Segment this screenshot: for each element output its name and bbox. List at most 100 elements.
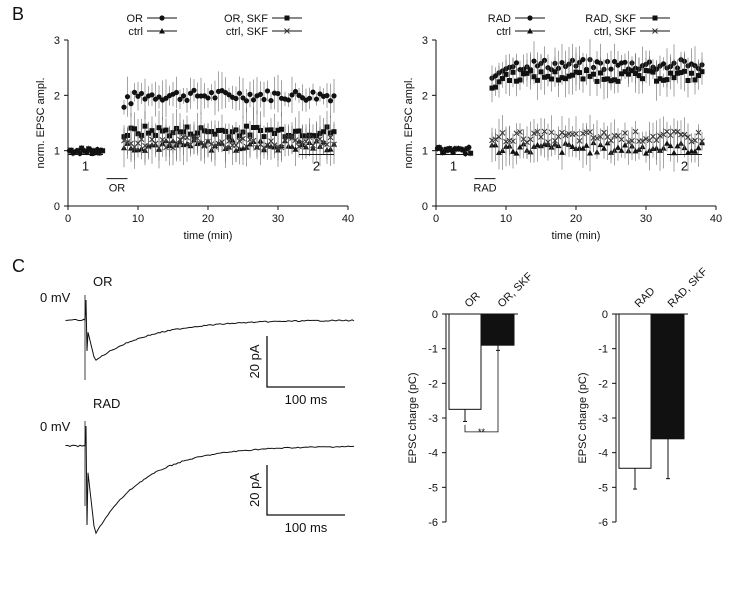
data-point <box>461 147 467 153</box>
data-point <box>275 127 281 133</box>
data-point <box>184 124 190 130</box>
data-point <box>142 142 148 149</box>
data-point <box>244 123 249 129</box>
data-point <box>313 96 320 102</box>
annotation-label: RAD <box>473 183 496 195</box>
data-point <box>240 135 246 142</box>
data-point <box>664 140 670 146</box>
data-point <box>184 97 190 103</box>
data-point <box>570 72 575 78</box>
data-point <box>324 92 330 99</box>
data-point <box>313 137 320 144</box>
x-tick-label: 40 <box>710 213 722 225</box>
data-point <box>594 78 600 84</box>
data-point <box>643 68 649 74</box>
data-point <box>587 150 593 156</box>
data-point <box>580 56 586 63</box>
y-tick-label: -1 <box>428 344 438 356</box>
data-point <box>594 135 600 142</box>
data-point <box>187 90 194 96</box>
data-point <box>293 128 298 134</box>
y-axis-label: EPSC charge (pC) <box>407 372 419 463</box>
y-tick-label: -2 <box>598 378 608 390</box>
data-point <box>632 147 639 154</box>
x-tick-label: 10 <box>500 213 512 225</box>
data-point <box>678 70 684 76</box>
panel-label-b: B <box>12 4 24 24</box>
data-point <box>222 145 229 151</box>
data-point <box>622 69 628 75</box>
data-point <box>489 85 495 91</box>
category-label: RAD <box>633 285 658 310</box>
legend-marker <box>159 28 165 34</box>
data-point <box>201 143 208 149</box>
bar <box>448 313 482 410</box>
data-point <box>513 150 520 156</box>
significance-label: ** <box>478 427 486 437</box>
y-tick-label: -6 <box>598 517 608 529</box>
data-point <box>156 145 162 151</box>
data-point <box>559 149 565 155</box>
data-point <box>331 129 337 135</box>
data-point <box>250 97 257 103</box>
legend-marker <box>527 15 533 21</box>
legend-label: ctrl, SKF <box>594 26 636 38</box>
data-point <box>247 91 253 97</box>
data-point <box>310 89 316 95</box>
x-tick-label: 20 <box>202 213 214 225</box>
data-point <box>514 78 519 84</box>
significance-bracket <box>464 345 499 433</box>
data-point <box>492 136 499 143</box>
data-point <box>591 71 596 77</box>
data-point <box>466 144 472 151</box>
data-point <box>243 143 250 150</box>
data-point <box>563 76 568 82</box>
data-point <box>608 137 614 144</box>
legend-marker <box>284 28 290 34</box>
data-point <box>468 150 474 156</box>
data-point <box>261 134 267 140</box>
category-label: OR <box>463 290 483 310</box>
legend-label: RAD, SKF <box>585 13 636 25</box>
data-point <box>215 140 222 147</box>
x-axis-label: time (min) <box>552 230 601 242</box>
bar-chart-or: 0 -1 -2 -3 -4 -5 -6 EPSC charge (pC) OR OR, SKF ** <box>407 270 535 529</box>
y-tick-label: 0 <box>602 309 608 321</box>
data-point <box>75 148 81 154</box>
scale-label-x: 100 ms <box>285 520 328 535</box>
data-point <box>194 135 201 142</box>
y-tick-label: 2 <box>54 90 60 102</box>
data-point <box>632 128 639 135</box>
data-point <box>545 139 551 146</box>
data-point <box>671 149 677 156</box>
data-point <box>562 132 569 139</box>
data-point <box>601 76 607 82</box>
data-point <box>500 76 505 82</box>
y-tick-label: 3 <box>422 35 428 47</box>
x-axis-label: time (min) <box>184 230 233 242</box>
data-point <box>576 138 583 144</box>
x-tick-label: 30 <box>272 213 284 225</box>
data-point <box>549 76 554 82</box>
y-tick-label: -5 <box>428 482 438 494</box>
data-point <box>664 77 670 83</box>
data-point <box>528 68 533 74</box>
y-tick-label: -3 <box>598 413 608 425</box>
data-point <box>279 126 284 132</box>
data-point <box>513 130 520 137</box>
data-point <box>625 139 632 146</box>
data-point <box>580 130 586 137</box>
data-point <box>264 142 271 149</box>
data-point <box>695 129 702 136</box>
x-tick-label: 30 <box>640 213 652 225</box>
data-point <box>552 69 558 75</box>
data-point <box>573 69 579 75</box>
data-point <box>513 60 520 66</box>
zero-mv-label: 0 mV <box>40 290 71 305</box>
data-point <box>657 132 663 139</box>
data-point <box>240 95 246 101</box>
data-point <box>696 73 701 79</box>
data-point <box>268 97 274 104</box>
y-tick-label: -4 <box>598 448 608 460</box>
data-point <box>608 78 614 84</box>
